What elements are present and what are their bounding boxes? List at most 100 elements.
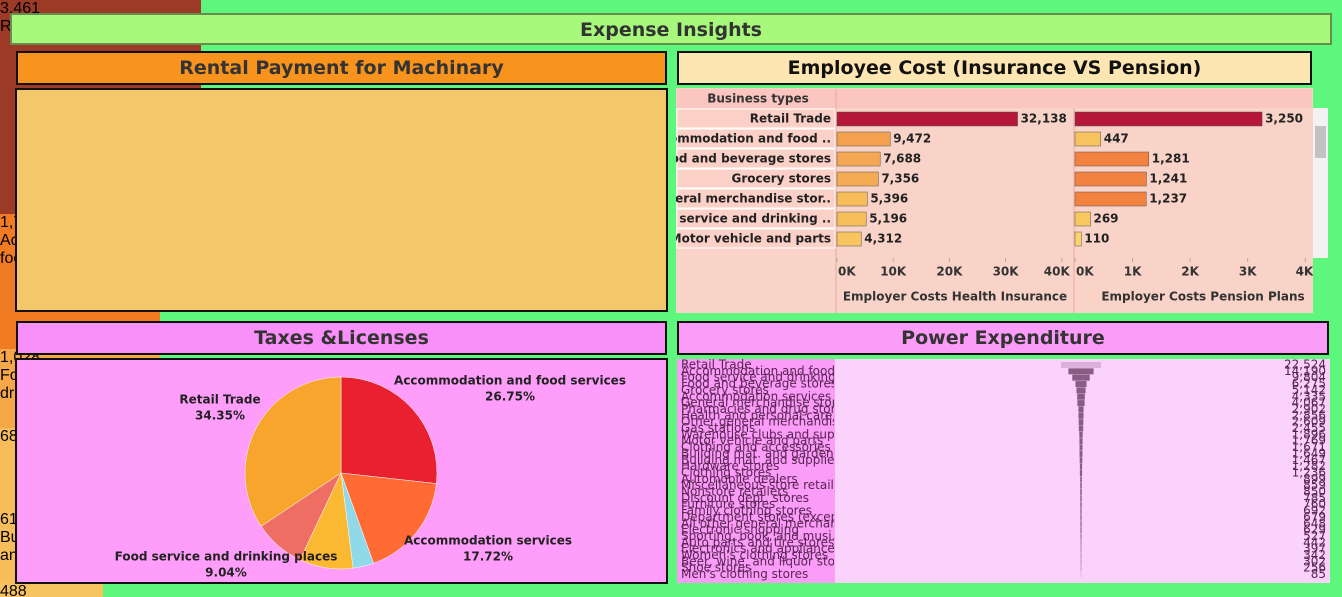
bar: [1080, 476, 1082, 483]
bar-value: 7,356: [881, 172, 919, 186]
bar: [1078, 419, 1084, 426]
bar-value: 5,196: [869, 212, 907, 226]
bar: [1080, 546, 1082, 553]
bar: [1068, 368, 1094, 375]
row-label: Motor vehicle and parts: [670, 232, 831, 246]
row-label: Retail Trade: [750, 112, 831, 126]
column-header: Business types: [707, 92, 809, 106]
bar: [1074, 231, 1082, 247]
bar-value: 397: [1303, 542, 1326, 556]
bar: [1079, 444, 1083, 451]
slice-label: Food service and drinking places: [115, 550, 338, 564]
bar: [1078, 412, 1084, 419]
bar: [1080, 527, 1082, 534]
bar: [1079, 463, 1083, 470]
row-label: Accommodation and food ..: [645, 132, 831, 146]
bar: [1074, 111, 1263, 127]
row-label: Women's clothing stores: [681, 548, 828, 562]
bar: [1079, 438, 1083, 445]
bar: [1078, 406, 1084, 413]
row-label: Other general merchandis..: [681, 415, 846, 429]
bar-value: 1,237: [1149, 192, 1187, 206]
bar: [1076, 387, 1086, 394]
row-label-cell: [676, 188, 836, 209]
row-label: Beer, wine, and liquor sto..: [681, 554, 842, 568]
row-label: Clothing stores: [681, 465, 771, 479]
bar-value: 85: [1311, 567, 1326, 581]
row-label: Building mat. and garden ..: [681, 446, 845, 460]
bar-value: 5,396: [870, 192, 908, 206]
row-label: Clothing and accessories ..: [681, 440, 842, 454]
bar: [1080, 558, 1082, 565]
row-label-cell: [676, 228, 836, 249]
bar-value: 2,856: [1292, 408, 1326, 422]
row-label: Food and beverage stores: [681, 377, 837, 391]
bar: [1078, 425, 1084, 432]
bar-value: 110: [1084, 232, 1109, 246]
row-label: Men's clothing stores: [681, 567, 808, 581]
bar: [1080, 520, 1082, 527]
row-label-cell: [676, 168, 836, 189]
bar-value: 850: [1303, 485, 1326, 499]
cell-value: 3,461: [0, 0, 41, 17]
x-tick-label: 30K: [993, 265, 1020, 279]
bar-value: 1,671: [1292, 440, 1326, 454]
bar: [1080, 482, 1082, 489]
slice-label: Accommodation and food services: [394, 374, 626, 388]
bar-value: 4,335: [1292, 389, 1326, 403]
bar-value: 1,236: [1292, 465, 1326, 479]
row-label: General merchandise stor..: [649, 192, 831, 206]
bar: [1077, 400, 1085, 407]
bar-value: 527: [1303, 529, 1326, 543]
slice-value: 9.04%: [205, 566, 247, 580]
x-tick-label: 2K: [1181, 265, 1199, 279]
x-tick-label: 40K: [1044, 265, 1071, 279]
bar: [1080, 552, 1082, 559]
row-label: Department stores (excep..: [681, 510, 846, 524]
bar: [1080, 539, 1082, 546]
power-label-column: [677, 359, 835, 583]
bar: [836, 131, 891, 147]
row-label: Motor vehicle and parts: [681, 434, 823, 448]
bar: [1080, 495, 1082, 502]
bar-value: 3,250: [1265, 112, 1303, 126]
bar-value: 785: [1303, 491, 1326, 505]
bar-value: 629: [1303, 523, 1326, 537]
bar-value: 269: [1093, 212, 1118, 226]
treemap-cell: 488Nonstore: [0, 583, 103, 597]
row-label: General merchandise stor..: [681, 396, 843, 410]
bar-value: 899: [1303, 472, 1326, 486]
rows: Retail Trade Accommodation and food .. Foo…: [645, 108, 1303, 249]
slice-value: 26.75%: [485, 390, 535, 404]
bar-value: 302: [1303, 554, 1326, 568]
row-label: Family clothing stores: [681, 504, 812, 518]
x-tick-label: 1K: [1124, 265, 1142, 279]
bar-value: 9,804: [1292, 370, 1326, 384]
pie-slice: [340, 472, 437, 564]
row-label: Hardware stores: [681, 459, 779, 473]
panel-title: Employee Cost (Insurance VS Pension): [677, 51, 1312, 85]
row-label: Automobile dealers: [681, 472, 798, 486]
row-label: Retail Trade: [681, 358, 752, 372]
slice-label: Accommodation services: [404, 534, 572, 548]
bar-value: 1,896: [1292, 427, 1326, 441]
panel-title: Rental Payment for Machinary: [16, 51, 667, 85]
x-tick-label: 10K: [880, 265, 907, 279]
slice-value: 34.35%: [195, 409, 245, 423]
bar: [1074, 151, 1149, 167]
x-tick-label: 0K: [1076, 265, 1094, 279]
bar: [1075, 381, 1087, 388]
bar: [1079, 457, 1083, 464]
bar: [1079, 450, 1083, 457]
panel-title: Power Expenditure: [677, 321, 1329, 355]
funnel: 22,52414,1909,8046,2755,1424,3354,0672,9…: [1061, 359, 1326, 581]
scroll-thumb[interactable]: [1315, 126, 1326, 158]
row-label: Auto parts and tire stores: [681, 535, 834, 549]
cell-value: 488: [0, 583, 27, 597]
row-label: Accommodation services: [681, 389, 831, 403]
bar-value: 859: [1303, 478, 1326, 492]
bar-value: 2,455: [1292, 421, 1326, 435]
treemap-frame: [15, 88, 668, 312]
